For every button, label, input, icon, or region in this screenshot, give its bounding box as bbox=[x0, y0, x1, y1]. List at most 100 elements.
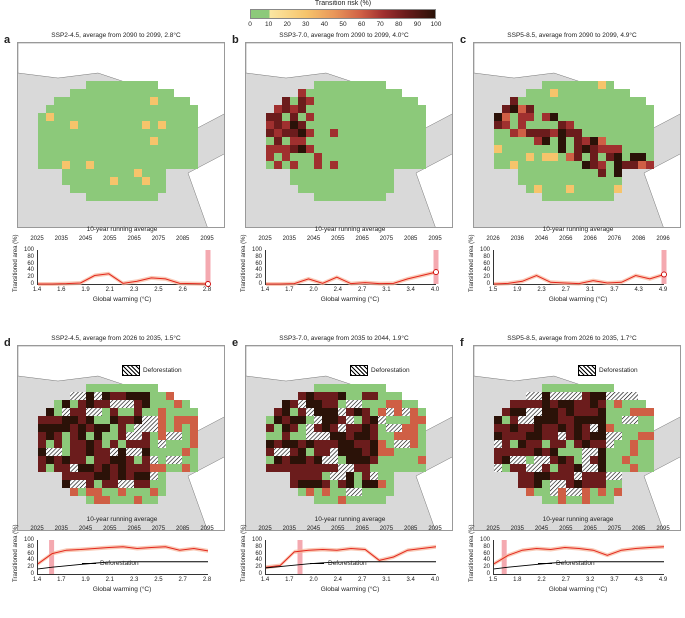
deforestation-cell bbox=[166, 432, 174, 440]
grid-cell bbox=[542, 185, 550, 193]
year-tick: 2095 bbox=[200, 526, 214, 532]
grid-cell bbox=[298, 177, 306, 185]
y-axis-label: Transitioned area (%) bbox=[241, 524, 247, 582]
grid-cell bbox=[70, 408, 78, 416]
warming-tick: 3.1 bbox=[585, 287, 595, 293]
grid-cell bbox=[590, 496, 598, 504]
grid-cell bbox=[70, 113, 78, 121]
grid-cell bbox=[566, 464, 574, 472]
grid-cell bbox=[338, 400, 346, 408]
deforestation-cell bbox=[70, 464, 78, 472]
grid-cell bbox=[338, 185, 346, 193]
grid-cell bbox=[38, 456, 46, 464]
grid-cell bbox=[346, 424, 354, 432]
grid-cell bbox=[606, 408, 614, 416]
grid-cell bbox=[526, 145, 534, 153]
grid-cell bbox=[102, 456, 110, 464]
grid-cell bbox=[118, 129, 126, 137]
grid-cell bbox=[102, 169, 110, 177]
grid-cell bbox=[126, 185, 134, 193]
grid-cell bbox=[614, 488, 622, 496]
grid-cell bbox=[70, 472, 78, 480]
grid-cell bbox=[386, 440, 394, 448]
grid-cell bbox=[558, 193, 566, 201]
grid-cell bbox=[606, 416, 614, 424]
grid-cell bbox=[606, 480, 614, 488]
grid-cell bbox=[378, 129, 386, 137]
grid-cell bbox=[542, 97, 550, 105]
colorbar: Transition risk (%) 0 10 20 30 40 50 60 … bbox=[248, 0, 441, 30]
grid-cell bbox=[346, 113, 354, 121]
grid-cell bbox=[266, 440, 274, 448]
grid-cell bbox=[582, 480, 590, 488]
grid-cell bbox=[606, 97, 614, 105]
grid-cell bbox=[638, 105, 646, 113]
grid-cell bbox=[330, 105, 338, 113]
grid-cell bbox=[110, 464, 118, 472]
grid-cell bbox=[134, 113, 142, 121]
x-axis-label: Global warming (°C) bbox=[92, 586, 152, 593]
grid-cell bbox=[102, 488, 110, 496]
deforestation-cell bbox=[274, 448, 290, 456]
y-tick: 40 bbox=[27, 267, 34, 274]
year-tick: 2085 bbox=[176, 526, 190, 532]
grid-cell bbox=[322, 472, 330, 480]
grid-cell bbox=[394, 145, 402, 153]
grid-cell bbox=[306, 472, 314, 480]
grid-cell bbox=[182, 105, 190, 113]
grid-cell bbox=[330, 424, 338, 432]
grid-cell bbox=[386, 456, 394, 464]
grid-cell bbox=[78, 113, 86, 121]
timeseries-subtitle: 10-year running average bbox=[86, 226, 158, 233]
grid-cell bbox=[102, 145, 110, 153]
deforestation-swatch bbox=[122, 365, 140, 376]
grid-cell bbox=[306, 416, 314, 424]
grid-cell bbox=[590, 121, 598, 129]
grid-cell bbox=[394, 137, 402, 145]
grid-cell bbox=[78, 129, 86, 137]
grid-cell bbox=[518, 432, 526, 440]
transition-line bbox=[37, 546, 209, 565]
grid-cell bbox=[134, 169, 142, 177]
colorbar-tick: 0 bbox=[248, 21, 252, 28]
grid-cell bbox=[354, 97, 362, 105]
grid-cell bbox=[282, 113, 290, 121]
grid-cell bbox=[38, 121, 46, 129]
grid-cell bbox=[338, 392, 346, 400]
grid-cell bbox=[134, 400, 142, 408]
grid-cell bbox=[54, 416, 62, 424]
grid-cell bbox=[158, 129, 166, 137]
y-tick: 80 bbox=[27, 253, 34, 260]
grid-cell bbox=[330, 488, 338, 496]
grid-cell bbox=[78, 185, 86, 193]
grid-cell bbox=[526, 105, 534, 113]
deforestation-cell bbox=[118, 480, 134, 488]
deforestation-cell bbox=[558, 432, 566, 440]
end-marker bbox=[205, 281, 211, 287]
y-tick: 100 bbox=[479, 247, 490, 253]
deforestation-cell bbox=[142, 416, 158, 424]
grid-cell bbox=[330, 137, 338, 145]
grid-cell bbox=[266, 113, 274, 121]
grid-cell bbox=[518, 161, 526, 169]
grid-cell bbox=[290, 145, 298, 153]
timeseries-subtitle: 10-year running average bbox=[542, 226, 614, 233]
grid-cell bbox=[582, 169, 590, 177]
grid-cell bbox=[394, 408, 402, 416]
grid-cell bbox=[394, 432, 402, 440]
grid-cell bbox=[46, 129, 54, 137]
deforestation-cell bbox=[314, 416, 322, 424]
grid-cell bbox=[598, 384, 606, 392]
warming-tick: 2.0 bbox=[309, 287, 318, 293]
deforestation-cell bbox=[134, 424, 150, 432]
y-tick: 0 bbox=[30, 281, 34, 287]
grid-cell bbox=[298, 185, 306, 193]
grid-cell bbox=[78, 177, 86, 185]
colorbar-tick: 10 bbox=[264, 21, 273, 28]
grid-cell bbox=[418, 424, 426, 432]
grid-cell bbox=[78, 89, 86, 97]
grid-cell bbox=[126, 424, 134, 432]
deforestation-cell bbox=[526, 408, 542, 416]
highlight-band bbox=[661, 250, 667, 284]
grid-cell bbox=[622, 448, 630, 456]
